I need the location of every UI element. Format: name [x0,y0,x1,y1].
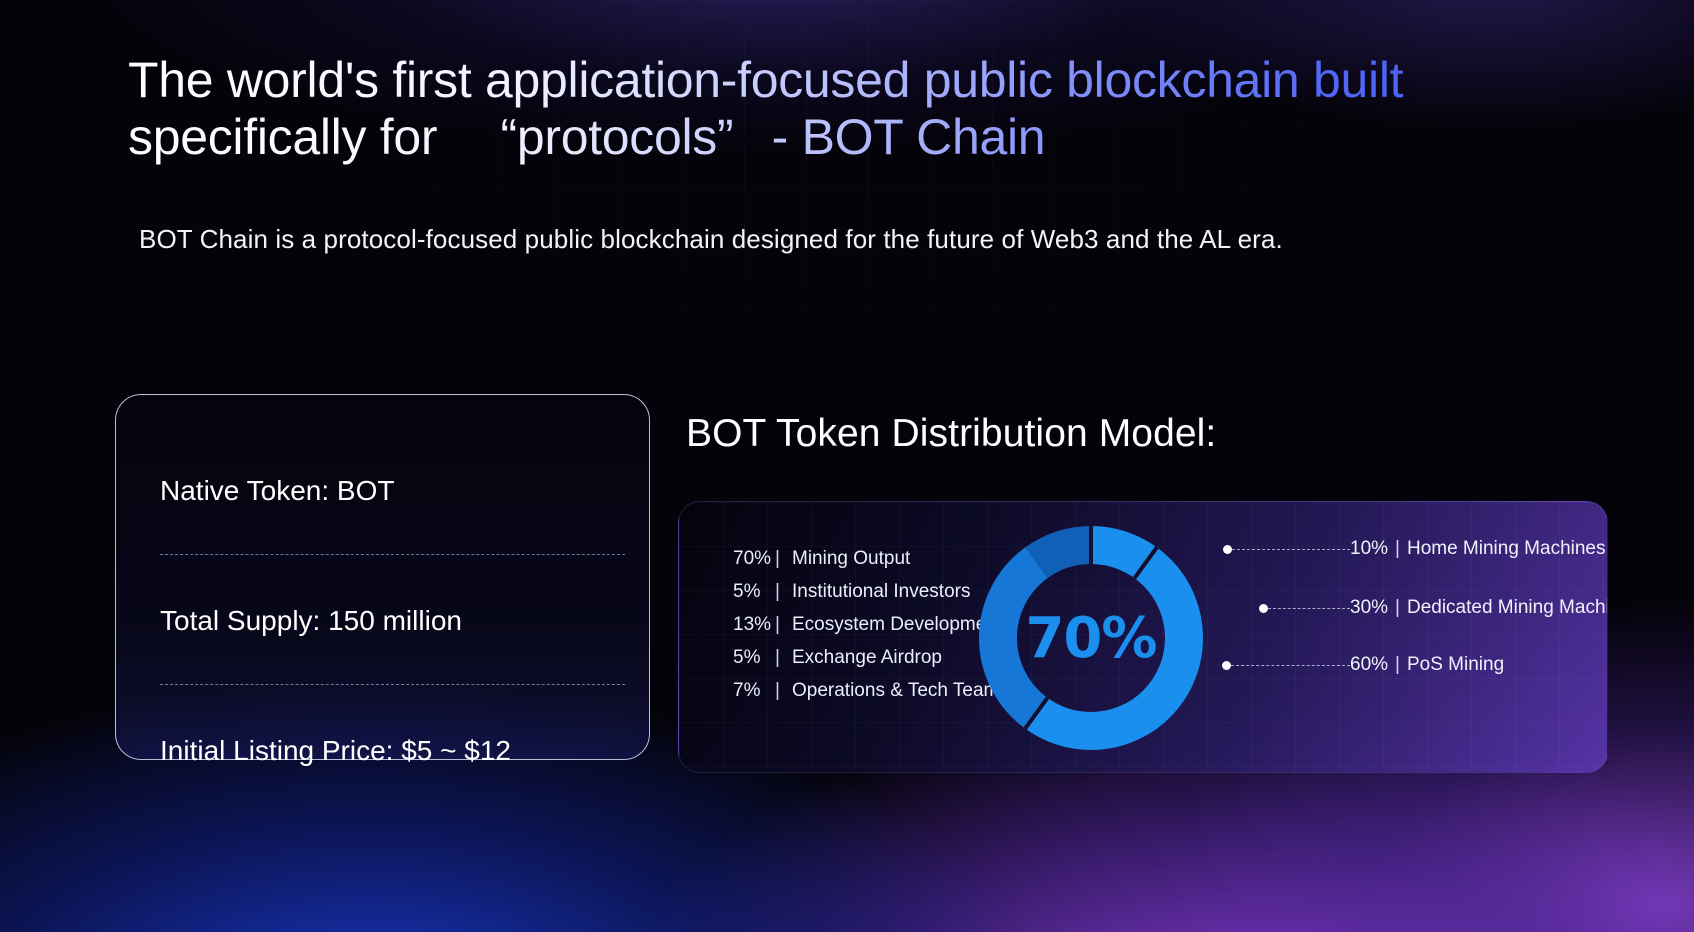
legend-separator: | [775,614,780,635]
page-title: The world's first application-focused pu… [128,52,1598,165]
legend-percent: 5% [733,581,761,602]
legend-separator: | [775,647,780,668]
callout-dot-icon [1259,603,1268,613]
legend-percent: 70% [733,548,772,569]
callout-leader-line [1232,548,1350,550]
legend-item: 5% | Institutional Investors [733,581,1002,603]
callout-separator: | [1395,654,1400,675]
page-title-line-1: The world's first application-focused pu… [128,52,1404,108]
page-title-line-2: specifically for “protocols” - BOT Chain [128,108,1046,165]
callout-text: 10% | Home Mining Machines [1350,538,1606,560]
legend-item: 13% | Ecosystem Development [733,614,1002,636]
callout-dot-icon [1223,544,1232,554]
initial-price-label: Initial Listing Price: [160,735,394,766]
callout-text: 30% | Dedicated Mining Machines [1350,597,1607,619]
callout-text: 60% | PoS Mining [1350,654,1504,676]
legend-item: 70% | Mining Output [733,548,1002,570]
donut-center-value: 70% [1025,605,1157,671]
page-subtitle: BOT Chain is a protocol-focused public b… [139,224,1283,254]
legend-item: 7% | Operations & Tech Team [733,680,1002,702]
callout-label: Home Mining Machines [1406,538,1606,559]
card-divider-2 [160,684,625,685]
legend-separator: | [775,581,780,602]
legend-percent: 5% [733,647,761,668]
callout-pos-mining: 60% | PoS Mining [1222,654,1504,676]
donut-gap-divider-2 [1023,696,1050,730]
donut-segment-dedicated-mining [979,526,1203,750]
background-top-glow [0,0,1694,330]
callout-percent: 60% [1350,654,1389,675]
legend-separator: | [775,548,780,569]
donut-chart-svg [979,526,1203,750]
distribution-legend: 70% | Mining Output 5% | Institutional Invest… [733,548,1002,702]
total-supply-value: 150 million [328,605,462,636]
distribution-title: BOT Token Distribution Model: [686,412,1217,455]
token-info-card: Native Token: BOT Total Supply: 150 mill… [115,394,650,766]
callout-percent: 30% [1350,597,1389,618]
legend-item: 5% | Exchange Airdrop [733,647,1002,669]
callout-percent: 10% [1350,538,1389,559]
legend-label: Institutional Investors [792,581,971,602]
distribution-chart-panel: 70% | Mining Output 5% | Institutional Invest… [678,501,1608,773]
legend-label: Ecosystem Development [792,614,1003,635]
callout-label: Dedicated Mining Machines [1406,597,1607,618]
legend-label: Operations & Tech Team [792,680,1000,701]
callout-leader-line [1268,607,1350,609]
callout-dedicated-mining: 30% | Dedicated Mining Machines [1259,597,1607,619]
callout-home-mining: 10% | Home Mining Machines [1223,538,1606,560]
legend-percent: 13% [733,614,772,635]
native-token-row: Native Token: BOT [160,475,605,507]
initial-price-row: Initial Listing Price: $5 ~ $12 [160,735,605,767]
legend-label: Mining Output [792,548,911,569]
callout-dot-icon [1222,660,1231,670]
native-token-label: Native Token: [160,475,330,506]
legend-label: Exchange Airdrop [792,647,942,668]
native-token-value: BOT [336,475,395,506]
legend-separator: | [775,680,780,701]
donut-gap-divider-1 [1132,546,1159,580]
callout-separator: | [1395,538,1400,559]
total-supply-label: Total Supply: [160,605,321,636]
callout-leader-line [1231,664,1350,666]
total-supply-row: Total Supply: 150 million [160,605,605,637]
donut-chart: 70% [963,510,1219,766]
legend-percent: 7% [733,680,761,701]
callout-separator: | [1395,597,1400,618]
callout-label: PoS Mining [1406,654,1505,675]
card-divider-1 [160,554,625,555]
initial-price-value: $5 ~ $12 [401,735,511,766]
